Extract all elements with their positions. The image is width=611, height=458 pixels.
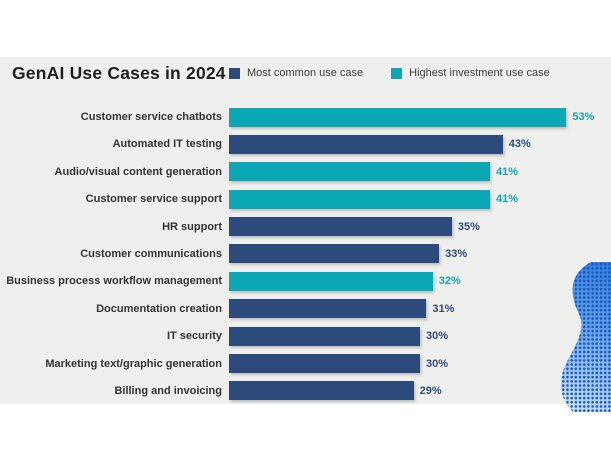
bar [229,354,420,374]
bar-value: 29% [419,384,442,397]
bar-label: HR support [162,220,222,233]
legend-swatch-most-common [229,67,240,79]
bar [229,381,414,401]
bar-value: 32% [438,275,461,288]
bar-value: 30% [426,330,449,343]
bar-value: 41% [496,193,519,206]
chart-row: Audio/visual content generation 41% [0,162,611,182]
bar-track: 41% [229,189,611,209]
chart-title: GenAI Use Cases in 2024 [12,63,226,83]
legend-item-most-common: Most common use case [229,67,363,79]
bar-value: 35% [457,220,480,233]
chart-panel: GenAI Use Cases in 2024 Most common use … [0,57,611,404]
bar [229,217,452,237]
bar [229,244,440,264]
bar [229,271,433,291]
bar-track: 33% [229,244,611,264]
chart-row: Customer service chatbots 53% [0,107,611,127]
chart-row: Documentation creation 31% [0,299,611,319]
bar-track: 43% [229,134,611,154]
chart-row: Business process workflow management 32% [0,271,611,291]
chart-row: HR support 35% [0,217,611,237]
bar-label: Billing and invoicing [114,384,222,397]
bar [229,134,503,154]
bar [229,299,427,319]
bar-track: 30% [229,326,611,346]
bar-label: IT security [166,330,222,343]
chart-rows: Customer service chatbots 53% Automated … [0,107,611,401]
bar-value: 31% [432,302,455,315]
bar [229,326,420,346]
chart-row: IT security 30% [0,326,611,346]
legend-label-most-common: Most common use case [247,67,364,79]
bar-value: 30% [426,357,449,370]
chart-row: Billing and invoicing 29% [0,381,611,401]
bar-label: Business process workflow management [6,275,222,288]
legend-label-highest-investment: Highest investment use case [409,67,550,79]
bar-label: Marketing text/graphic generation [45,357,222,370]
bar-value: 43% [508,138,531,151]
chart-row: Customer service support 41% [0,189,611,209]
bar-label: Customer service support [85,193,222,206]
bar-label: Automated IT testing [112,138,222,151]
bar-value: 41% [496,165,519,178]
bar-track: 32% [229,271,611,291]
bar-track: 53% [229,107,611,127]
bar-track: 41% [229,162,611,182]
chart-row: Marketing text/graphic generation 30% [0,354,611,374]
bar-track: 30% [229,354,611,374]
bar-label: Documentation creation [96,302,222,315]
bar [229,162,491,182]
chart-row: Customer communications 33% [0,244,611,264]
bar-label: Customer service chatbots [80,111,222,123]
bar [229,107,567,127]
bar-value: 53% [572,111,595,123]
bar-track: 35% [229,217,611,237]
bar-track: 31% [229,299,611,319]
legend-item-highest-investment: Highest investment use case [391,67,550,79]
bar-track: 29% [229,381,611,401]
legend: Most common use case Highest investment … [229,67,550,79]
legend-swatch-highest-investment [391,67,403,79]
chart-row: Automated IT testing 43% [0,134,611,154]
bar-label: Audio/visual content generation [54,165,222,178]
bar-label: Customer communications [80,247,222,260]
bar-value: 33% [445,247,468,260]
bar [229,189,491,209]
